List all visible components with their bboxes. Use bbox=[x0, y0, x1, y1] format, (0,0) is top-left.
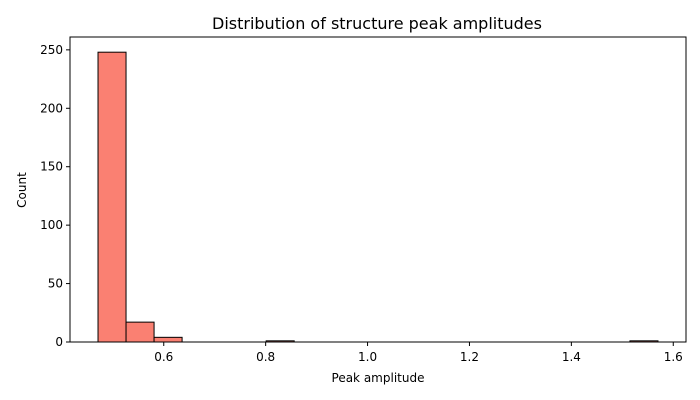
chart-title: Distribution of structure peak amplitude… bbox=[212, 14, 542, 33]
x-axis-ticks: 0.6 0.8 1.0 1.2 1.4 1.6 bbox=[154, 342, 683, 364]
x-tick-label: 1.2 bbox=[460, 350, 479, 364]
x-tick-label: 1.4 bbox=[562, 350, 581, 364]
y-tick-label: 100 bbox=[40, 218, 63, 232]
x-tick-label: 0.8 bbox=[256, 350, 275, 364]
x-axis-label: Peak amplitude bbox=[332, 371, 425, 385]
y-axis-label: Count bbox=[15, 172, 29, 208]
plot-frame bbox=[69, 36, 687, 343]
y-tick-label: 200 bbox=[40, 101, 63, 115]
y-tick-label: 250 bbox=[40, 43, 63, 57]
y-axis-ticks: 0 50 100 150 200 250 bbox=[40, 43, 70, 349]
x-tick-label: 1.6 bbox=[664, 350, 683, 364]
y-tick-label: 150 bbox=[40, 160, 63, 174]
y-tick-label: 0 bbox=[55, 335, 63, 349]
histogram-bar bbox=[153, 336, 183, 343]
bars-group bbox=[97, 51, 659, 343]
histogram-bar bbox=[125, 321, 155, 343]
y-tick-label: 50 bbox=[48, 277, 63, 291]
histogram-bar bbox=[97, 51, 127, 343]
x-tick-label: 1.0 bbox=[358, 350, 377, 364]
x-tick-label: 0.6 bbox=[154, 350, 173, 364]
